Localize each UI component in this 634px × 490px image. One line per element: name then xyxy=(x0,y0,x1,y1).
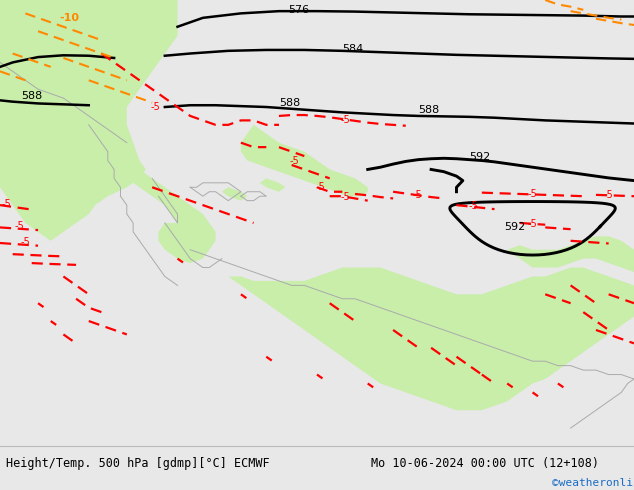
Polygon shape xyxy=(228,268,634,410)
Polygon shape xyxy=(507,236,634,272)
Text: -5: -5 xyxy=(604,190,614,200)
Text: 592: 592 xyxy=(504,222,526,232)
Text: -10: -10 xyxy=(60,13,80,23)
Text: 576: 576 xyxy=(288,5,309,15)
Polygon shape xyxy=(241,125,368,196)
Text: -5: -5 xyxy=(412,190,422,200)
Text: 588: 588 xyxy=(21,91,42,101)
Text: ©weatheronline.co.uk: ©weatheronline.co.uk xyxy=(552,478,634,488)
Text: 584: 584 xyxy=(342,44,364,54)
Polygon shape xyxy=(260,178,285,192)
Text: -5: -5 xyxy=(150,102,160,112)
Text: 592: 592 xyxy=(469,152,491,162)
Polygon shape xyxy=(158,223,209,263)
Polygon shape xyxy=(222,187,247,201)
Text: -5: -5 xyxy=(315,182,325,192)
Text: -5: -5 xyxy=(1,199,11,209)
Text: -5: -5 xyxy=(14,221,24,231)
Text: -5: -5 xyxy=(20,237,30,247)
Polygon shape xyxy=(127,170,216,254)
Text: Height/Temp. 500 hPa [gdmp][°C] ECMWF: Height/Temp. 500 hPa [gdmp][°C] ECMWF xyxy=(6,457,270,469)
Text: Mo 10-06-2024 00:00 UTC (12+108): Mo 10-06-2024 00:00 UTC (12+108) xyxy=(371,457,599,469)
Polygon shape xyxy=(552,285,577,299)
Text: -5: -5 xyxy=(340,192,351,202)
Polygon shape xyxy=(577,276,602,290)
Text: -5: -5 xyxy=(290,155,300,166)
Polygon shape xyxy=(0,0,178,241)
Text: -5: -5 xyxy=(527,219,538,229)
Text: -5: -5 xyxy=(527,189,538,199)
Text: -5: -5 xyxy=(468,201,478,212)
Text: -5: -5 xyxy=(340,115,351,124)
Text: 588: 588 xyxy=(418,105,440,116)
Text: 588: 588 xyxy=(279,98,301,108)
